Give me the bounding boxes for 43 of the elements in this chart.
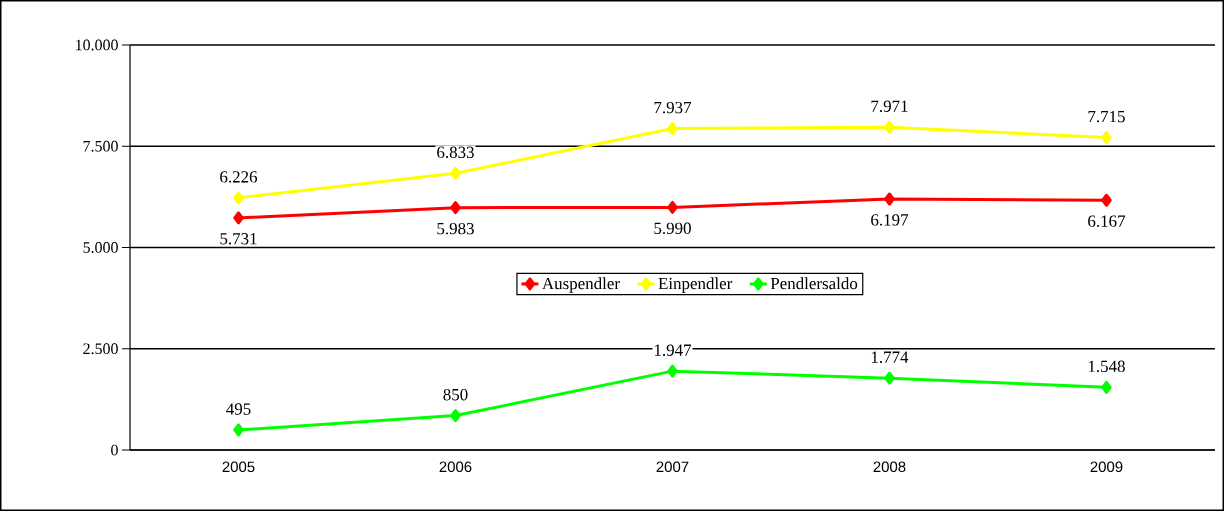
data-label: 1.947 — [654, 344, 692, 356]
point — [450, 201, 461, 215]
point — [233, 191, 244, 205]
y-tick-label: 7.500 — [83, 140, 118, 152]
data-label: 1.774 — [871, 351, 909, 363]
point — [233, 423, 244, 437]
x-tick-label: 2006 — [439, 461, 472, 473]
point — [1101, 131, 1112, 145]
data-label: 6.226 — [220, 171, 258, 183]
data-label: 6.167 — [1088, 215, 1126, 227]
y-tick-label: 2.500 — [83, 343, 118, 355]
x-tick-label: 2005 — [222, 461, 255, 473]
data-label: 5.731 — [220, 233, 257, 245]
x-tick-label: 2007 — [656, 461, 689, 473]
data-label: 850 — [443, 388, 468, 401]
y-tick-label: 0 — [111, 444, 118, 456]
point — [233, 211, 244, 225]
data-label: 7.937 — [654, 101, 692, 114]
point — [884, 120, 895, 134]
y-tick-label: 10.000 — [76, 39, 118, 51]
data-label: 1.548 — [1088, 360, 1125, 373]
point — [1101, 193, 1112, 207]
data-label: 5.983 — [437, 222, 474, 235]
x-tick-label: 2008 — [873, 461, 906, 473]
point — [667, 122, 678, 136]
legend-label: Pendlersaldo — [770, 277, 858, 290]
point — [667, 364, 678, 378]
x-tick-label: 2009 — [1090, 461, 1123, 473]
legend-label: Auspendler — [542, 277, 620, 293]
data-label: 6.833 — [437, 146, 474, 159]
point — [884, 371, 895, 385]
point — [667, 200, 678, 214]
legend-label: Einpendler — [658, 277, 733, 293]
point — [1101, 380, 1112, 394]
data-label: 7.715 — [1088, 110, 1125, 123]
data-label: 7.971 — [871, 100, 908, 112]
point — [450, 166, 461, 180]
y-tick-label: 5.000 — [83, 242, 118, 253]
data-label: 495 — [226, 403, 251, 415]
point — [450, 409, 461, 423]
point — [884, 192, 895, 206]
data-label: 5.990 — [654, 222, 691, 235]
data-label: 6.197 — [871, 214, 909, 226]
